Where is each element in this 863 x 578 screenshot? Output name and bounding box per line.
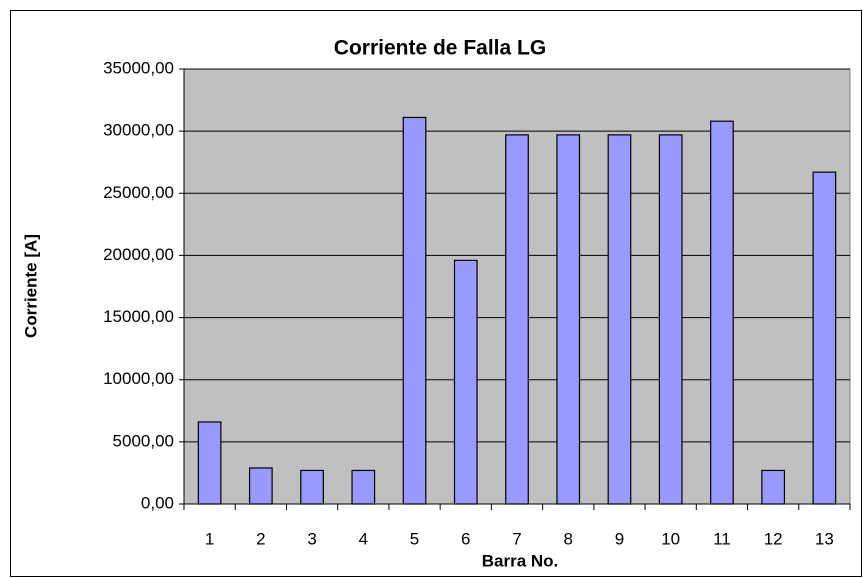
bar: [505, 134, 529, 505]
y-tick-label: 5000,00: [113, 431, 174, 450]
x-axis-label: Barra No.: [482, 551, 559, 570]
x-tick-label: 9: [615, 529, 624, 548]
bar: [300, 469, 324, 505]
bar: [402, 116, 427, 505]
bar: [556, 134, 581, 505]
y-tick-label: 25000,00: [103, 183, 174, 202]
x-tick-label: 13: [815, 529, 834, 548]
bar: [607, 134, 632, 505]
x-tick-label: 4: [359, 529, 368, 548]
x-tick-label: 3: [307, 529, 316, 548]
y-tick-label: 10000,00: [103, 369, 174, 388]
bar: [248, 467, 273, 505]
bar: [197, 421, 222, 505]
x-tick-label: 11: [713, 529, 731, 548]
bar: [351, 469, 376, 505]
y-tick-label: 20000,00: [103, 245, 174, 264]
x-tick-label: 10: [661, 529, 680, 548]
x-tick-label: 7: [512, 529, 521, 548]
bar: [710, 120, 734, 505]
x-tick-label: 8: [563, 529, 572, 548]
bar: [453, 259, 478, 505]
chart-title: Corriente de Falla LG: [334, 37, 546, 60]
x-tick-label: 1: [205, 529, 214, 548]
x-tick-label: 5: [410, 529, 419, 548]
y-tick-label: 15000,00: [103, 307, 174, 326]
y-tick-label: 0,00: [141, 493, 174, 512]
x-tick-label: 6: [461, 529, 470, 548]
y-axis-label: Corriente [A]: [21, 234, 40, 338]
y-tick-label: 35000,00: [103, 58, 174, 77]
x-tick-label: 2: [256, 529, 265, 548]
x-tick-label: 12: [764, 529, 783, 548]
bar: [658, 134, 683, 505]
y-tick-label: 30000,00: [103, 121, 174, 140]
bar: [812, 171, 837, 505]
bar: [761, 469, 786, 505]
